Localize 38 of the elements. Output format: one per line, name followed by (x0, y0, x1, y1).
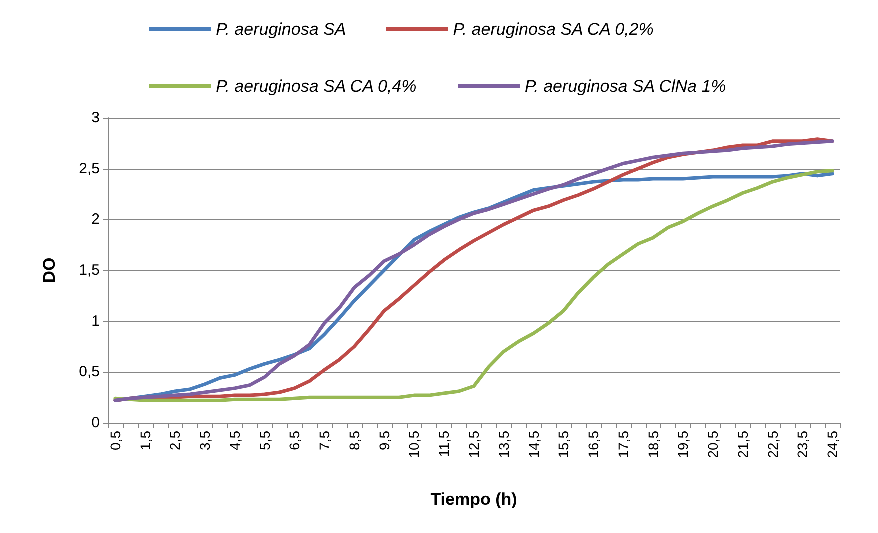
y-axis-title: DO (40, 258, 59, 284)
y-tick-label: 0,5 (79, 364, 100, 381)
x-tick-label: 15,5 (556, 430, 572, 458)
x-tick-label: 12,5 (466, 430, 482, 458)
x-tick-label: 22,5 (764, 430, 781, 458)
x-tick-label: 13,5 (496, 430, 512, 458)
legend-label: P. aeruginosa SA ClNa 1% (525, 77, 726, 96)
legend-label: P. aeruginosa SA CA 0,2% (453, 20, 654, 39)
x-tick-label: 20,5 (705, 430, 722, 458)
x-tick-label: 17,5 (615, 430, 632, 458)
x-tick-label: 3,5 (197, 430, 214, 450)
y-tick-label: 3 (92, 110, 100, 126)
x-axis-title: Tiempo (h) (430, 490, 518, 509)
x-tick-label: 11,5 (436, 430, 452, 458)
x-tick-label: 6,5 (286, 430, 303, 450)
x-tick-label: 1,5 (137, 430, 154, 450)
x-tick-label: 2,5 (167, 430, 184, 450)
x-tick-label: 10,5 (406, 430, 422, 458)
x-tick-label: 18,5 (645, 430, 662, 458)
y-tick-label: 1 (92, 312, 100, 330)
x-tick-label: 16,5 (586, 430, 602, 458)
x-tick-label: 8,5 (346, 430, 362, 450)
x-tick-label: 24,5 (824, 430, 841, 458)
x-tick-label: 14,5 (526, 430, 542, 458)
y-tick-label: 2,5 (79, 160, 100, 178)
x-tick-label: 21,5 (734, 430, 751, 458)
y-tick-label: 1,5 (79, 262, 100, 279)
x-tick-label: 23,5 (794, 430, 811, 458)
y-tick-label: 0 (92, 414, 100, 432)
x-tick-label: 19,5 (675, 430, 692, 458)
y-tick-label: 2 (92, 211, 100, 228)
x-tick-label: 4,5 (226, 430, 243, 450)
legend-label: P. aeruginosa SA CA 0,4% (216, 77, 417, 96)
x-tick-label: 7,5 (316, 430, 333, 450)
legend-label: P. aeruginosa SA (216, 20, 346, 39)
x-tick-label: 5,5 (256, 430, 273, 450)
x-tick-label: 9,5 (376, 430, 392, 450)
x-tick-label: 0,5 (107, 430, 124, 450)
